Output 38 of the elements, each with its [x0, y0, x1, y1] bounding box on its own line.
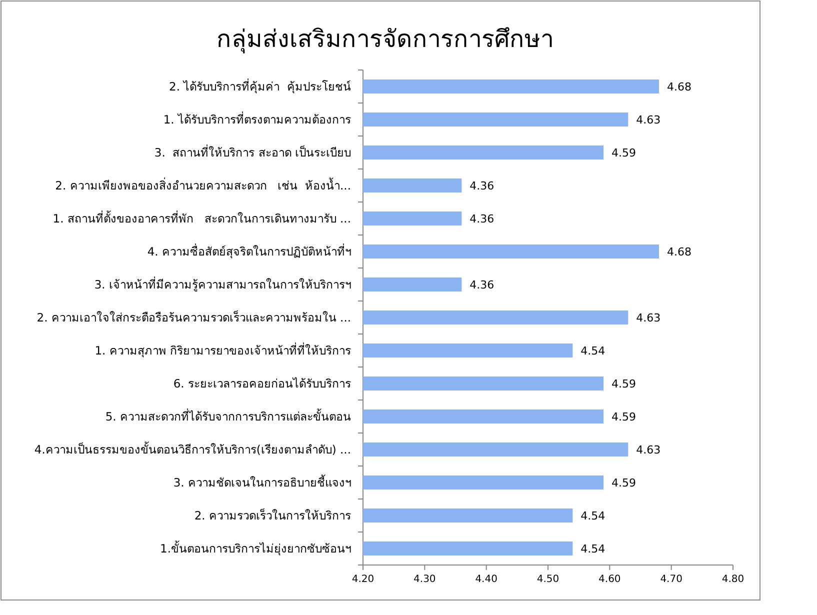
data-label: 4.63: [636, 114, 661, 126]
data-label: 4.59: [612, 476, 636, 490]
data-label: 4.68: [667, 80, 692, 94]
y-tick-label: 2. ได้รับบริการที่คุ้มค่า คุ้มประโยชน์: [169, 78, 351, 94]
x-tick-label: 4.20: [352, 574, 374, 585]
data-label: 4.54: [580, 542, 606, 556]
y-tick-label: 1. สถานที่ตั้งของอาคารที่พัก สะดวกในการเดินทางมารับ ...: [52, 210, 351, 226]
y-tick-label: 2. ความเอาใจใส่กระตือรือร้นความรวดเร็วและความพร้อมใน ...: [36, 310, 351, 324]
data-label: 4.36: [470, 212, 494, 226]
y-tick-label: 1.ขั้นตอนการบริการไม่ยุ่งยากซับซ้อนฯ: [160, 540, 351, 556]
data-label: 4.54: [580, 510, 606, 522]
data-label: 4.68: [667, 246, 692, 258]
y-tick-label: 3. สถานที่ให้บริการ สะอาด เป็นระเบียบ: [154, 144, 351, 160]
data-label: 4.63: [636, 312, 661, 324]
data-label: 4.59: [612, 378, 636, 390]
data-label: 4.36: [470, 278, 494, 292]
y-tick-label: 1. ได้รับบริการที่ตรงตามความต้องการ: [163, 112, 351, 126]
y-tick-label: 1. ความสุภาพ กิริยามารยาของเจ้าหน้าที่ที่ให้บริการ: [94, 342, 351, 358]
y-tick-label: 3. เจ้าหน้าที่มีความรู้ความสามารถในการให้บริการฯ: [94, 276, 351, 292]
y-tick-label: 2. ความเพียงพอของสิ่งอำนวยความสะดวก เช่น ห้องน้ำ...: [55, 178, 351, 192]
data-label: 4.54: [580, 344, 606, 358]
data-label: 4.59: [612, 410, 636, 424]
data-label: 4.36: [470, 180, 494, 192]
x-tick-label: 4.70: [660, 574, 682, 585]
x-tick-label: 4.60: [598, 574, 621, 585]
chart-title: กลุ่มส่งเสริมการจัดการการศึกษา: [216, 25, 554, 54]
x-tick-label: 4.40: [475, 574, 498, 585]
y-tick-label: 4.ความเป็นธรรมของขั้นตอนวิธีการให้บริการ(เรียงตามลำดับ) ...: [34, 442, 351, 456]
y-tick-label: 6. ระยะเวลารอคอยก่อนได้รับบริการ: [173, 376, 351, 390]
data-label: 4.63: [636, 444, 661, 456]
y-tick-label: 4. ความซื่อสัตย์สุจริตในการปฏิบัติหน้าที่ฯ: [147, 244, 351, 258]
x-tick-label: 4.30: [414, 574, 436, 585]
y-tick-label: 2. ความรวดเร็วในการให้บริการ: [194, 508, 351, 522]
data-label: 4.59: [612, 146, 636, 160]
y-tick-label: 3. ความชัดเจนในการอธิบายชี้แจงฯ: [173, 474, 351, 490]
x-tick-label: 4.80: [722, 574, 744, 585]
x-tick-label: 4.50: [536, 574, 560, 585]
y-tick-label: 5. ความสะดวกที่ได้รับจากการบริการแต่ละขั้นตอน: [105, 408, 351, 424]
